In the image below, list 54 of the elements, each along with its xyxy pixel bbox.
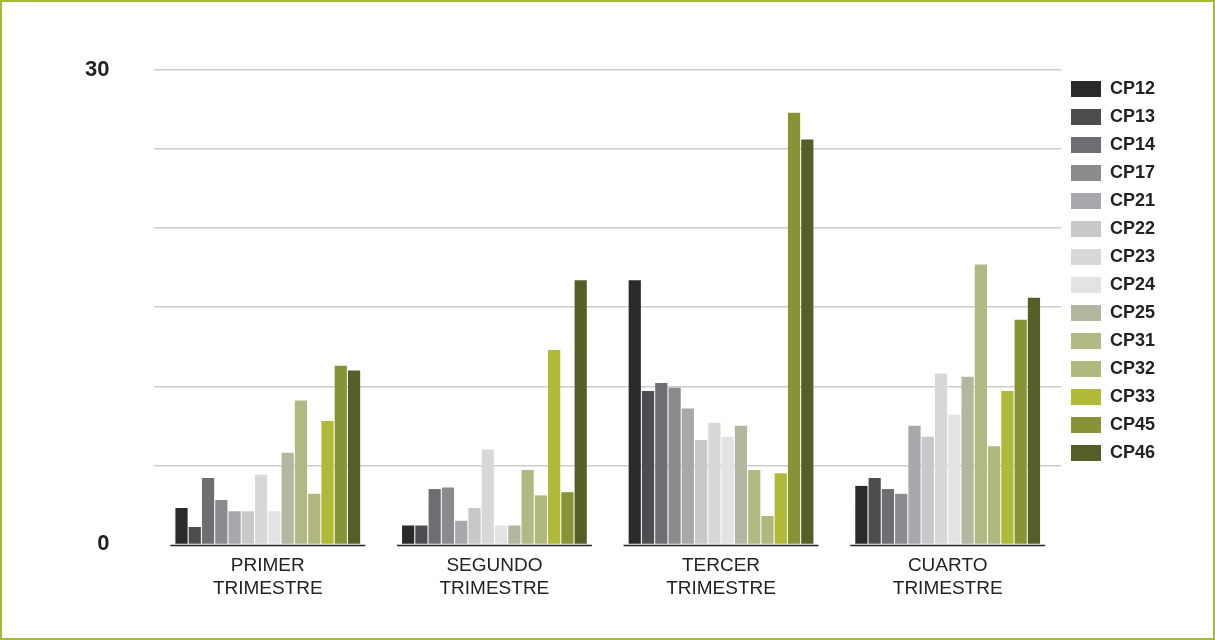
- bar: [681, 408, 694, 544]
- legend-label: CP14: [1109, 133, 1155, 154]
- y-tick-label: 0: [97, 530, 110, 556]
- bar: [961, 376, 974, 544]
- x-tick-label: CUARTO TRIMESTRE: [892, 554, 1003, 598]
- bar: [215, 500, 228, 544]
- x-tick-label: TERCER TRIMESTRE: [666, 554, 776, 598]
- bar: [668, 387, 681, 544]
- bar: [868, 477, 881, 544]
- bar: [1027, 297, 1041, 544]
- x-tick-label: PRIMER TRIMESTRE: [212, 554, 323, 598]
- legend-label: CP32: [1109, 357, 1155, 378]
- bar: [441, 487, 455, 544]
- bar: [895, 493, 908, 544]
- bar: [334, 365, 347, 544]
- x-tick-label: SEGUNDO TRIMESTRE: [439, 554, 550, 598]
- legend-label: CP23: [1109, 245, 1155, 266]
- bar: [241, 511, 254, 544]
- bar: [734, 425, 748, 544]
- legend-label: CP21: [1109, 189, 1155, 210]
- bar: [548, 349, 561, 544]
- bar: [188, 527, 201, 544]
- bar: [201, 477, 215, 544]
- legend-label: CP33: [1109, 385, 1155, 406]
- bar: [774, 473, 787, 544]
- bar: [228, 511, 241, 544]
- bar: [321, 421, 334, 544]
- y-tick-label: 30: [84, 56, 110, 82]
- bar: [1014, 319, 1027, 544]
- legend-label: CP31: [1109, 329, 1155, 350]
- bar: [908, 425, 921, 544]
- bar: [561, 492, 574, 544]
- bar: [574, 280, 587, 544]
- legend-label: CP13: [1109, 105, 1155, 126]
- bar: [415, 525, 428, 544]
- bar: [455, 520, 468, 544]
- bar: [801, 139, 814, 544]
- bar: [508, 525, 521, 544]
- bar: [1001, 391, 1014, 544]
- bar: [881, 489, 895, 544]
- bar: [347, 370, 361, 544]
- bar: [655, 383, 668, 544]
- legend-label: CP12: [1109, 77, 1155, 98]
- legend-label: CP17: [1109, 161, 1155, 182]
- bar: [428, 489, 441, 544]
- bar: [641, 391, 655, 544]
- legend-label: CP25: [1109, 301, 1155, 322]
- bar: [468, 508, 481, 544]
- bar: [281, 452, 294, 544]
- legend-label: CP24: [1109, 273, 1155, 294]
- legend-label: CP46: [1109, 441, 1155, 462]
- bar: [787, 112, 801, 544]
- legend-label: CP45: [1109, 413, 1155, 434]
- legend-label: CP22: [1109, 217, 1155, 238]
